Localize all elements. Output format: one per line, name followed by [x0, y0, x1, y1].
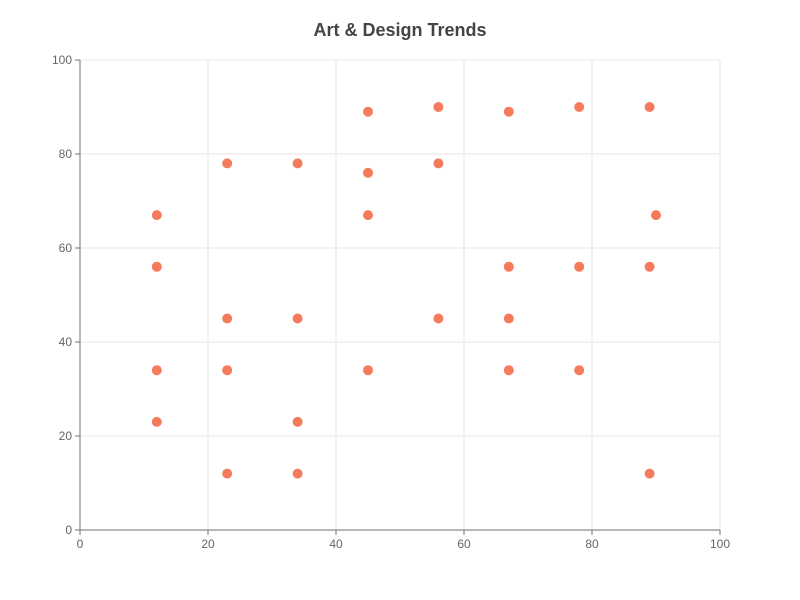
scatter-point[interactable]	[433, 313, 444, 324]
scatter-point[interactable]	[644, 468, 655, 479]
axes	[75, 59, 721, 535]
scatter-point[interactable]	[363, 167, 373, 178]
x-tick-label: 20	[201, 537, 215, 551]
x-tick-label: 60	[457, 537, 471, 551]
y-tick-label: 60	[59, 241, 73, 255]
data-points	[151, 102, 661, 479]
scatter-point[interactable]	[503, 261, 514, 272]
scatter-point[interactable]	[363, 365, 373, 376]
scatter-point[interactable]	[574, 261, 585, 272]
scatter-point[interactable]	[292, 416, 303, 427]
x-tick-label: 80	[585, 537, 599, 551]
scatter-point[interactable]	[292, 158, 303, 169]
scatter-point[interactable]	[644, 102, 655, 112]
scatter-point[interactable]	[503, 365, 514, 376]
scatter-point[interactable]	[222, 313, 233, 324]
y-tick-label: 80	[59, 147, 73, 161]
scatter-point[interactable]	[574, 102, 585, 112]
chart-title: Art & Design Trends	[313, 20, 487, 40]
y-tick-label: 0	[65, 523, 72, 537]
tick-labels: 0 20 40 60 80 100 0 20 40 60 80 100	[52, 53, 730, 551]
scatter-point[interactable]	[151, 261, 162, 272]
scatter-point[interactable]	[503, 106, 514, 117]
scatter-point[interactable]	[151, 365, 162, 376]
y-tick-label: 20	[59, 429, 73, 443]
scatter-point[interactable]	[433, 158, 444, 169]
scatter-point[interactable]	[222, 158, 233, 169]
scatter-point[interactable]	[292, 468, 303, 479]
scatter-point[interactable]	[363, 106, 373, 117]
scatter-point[interactable]	[151, 416, 162, 427]
scatter-point[interactable]	[503, 313, 514, 324]
scatter-point[interactable]	[292, 313, 303, 324]
scatter-point[interactable]	[574, 365, 585, 376]
scatter-point[interactable]	[433, 102, 444, 112]
y-tick-label: 100	[52, 53, 72, 67]
y-tick-label: 40	[59, 335, 73, 349]
grid-lines	[79, 59, 721, 531]
scatter-point[interactable]	[222, 365, 233, 376]
scatter-point[interactable]	[644, 261, 655, 272]
scatter-point[interactable]	[151, 210, 162, 221]
x-tick-label: 100	[710, 537, 730, 551]
scatter-point[interactable]	[363, 210, 373, 221]
scatter-point[interactable]	[222, 468, 233, 479]
x-tick-label: 0	[77, 537, 84, 551]
scatter-point[interactable]	[651, 210, 661, 221]
x-tick-label: 40	[329, 537, 343, 551]
